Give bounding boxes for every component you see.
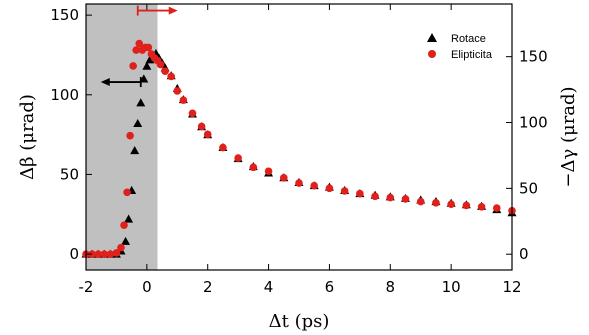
data-point-elipticita: [156, 60, 165, 69]
data-point-elipticita: [179, 96, 188, 104]
data-point-rotace: [136, 98, 146, 107]
data-point-elipticita: [88, 250, 96, 258]
legend-label-rotace: Rotace: [451, 33, 486, 45]
x-tick-label: 0: [142, 278, 152, 296]
arrow-left-head: [100, 78, 110, 87]
data-point-elipticita: [188, 109, 197, 118]
y-tick-label-right: 0: [519, 245, 529, 263]
y-tick-label-right: 150: [519, 48, 548, 66]
legend-label-elipticita: Elipticita: [451, 49, 493, 61]
data-point-elipticita: [432, 199, 440, 207]
data-point-elipticita: [203, 130, 212, 139]
y-tick-label-right: 100: [519, 114, 548, 132]
x-tick-label: 10: [442, 278, 461, 296]
data-point-rotace: [133, 118, 143, 128]
data-point-elipticita: [264, 167, 273, 176]
legend: Rotace Elipticita: [427, 33, 493, 61]
x-tick-label: 12: [502, 278, 521, 296]
data-point-elipticita: [401, 195, 410, 203]
y-tick-label-right: 50: [519, 179, 538, 197]
data-point-elipticita: [477, 202, 486, 211]
data-point-elipticita: [234, 154, 242, 162]
data-point-elipticita: [173, 87, 182, 95]
data-point-elipticita: [295, 179, 303, 187]
data-point-elipticita: [310, 181, 319, 190]
data-point-elipticita: [135, 39, 144, 48]
data-point-elipticita: [340, 187, 349, 195]
legend-marker-rotace: [427, 33, 437, 42]
data-point-elipticita: [386, 193, 395, 202]
data-point-rotace: [130, 146, 140, 155]
data-point-elipticita: [492, 204, 501, 212]
data-point-elipticita: [356, 189, 364, 198]
data-point-elipticita: [132, 46, 141, 54]
data-point-elipticita: [371, 192, 379, 201]
data-point-elipticita: [94, 250, 102, 258]
data-point-elipticita: [447, 200, 455, 208]
annotation-arrows: [100, 5, 178, 88]
data-point-rotace: [142, 61, 152, 70]
data-point-elipticita: [325, 184, 334, 193]
y-tick-label-left: 50: [60, 165, 79, 183]
legend-marker-elipticita: [428, 50, 436, 58]
x-tick-label: 6: [325, 278, 335, 296]
data-point-elipticita: [219, 143, 227, 152]
data-point-elipticita: [197, 122, 206, 131]
data-point-rotace: [124, 214, 134, 223]
y-tick-label-left: 0: [69, 245, 79, 263]
data-point-elipticita: [129, 62, 137, 70]
x-axis-label: Δt (ps): [269, 311, 330, 332]
data-point-elipticita: [126, 131, 134, 140]
data-point-elipticita: [117, 243, 125, 252]
data-point-elipticita: [123, 188, 131, 197]
data-point-elipticita: [100, 250, 109, 258]
data-point-elipticita: [161, 67, 169, 75]
y-tick-label-left: 100: [50, 86, 79, 104]
data-point-rotace: [121, 236, 131, 245]
y-tick-label-left: 150: [50, 6, 79, 24]
y-axis-label-left: Δβ (μrad): [17, 94, 38, 180]
data-point-elipticita: [112, 249, 121, 257]
data-point-elipticita: [120, 221, 128, 230]
data-point-elipticita: [279, 174, 288, 182]
data-point-elipticita: [144, 43, 153, 52]
data-point-elipticita: [167, 72, 175, 81]
arrow-right-head: [168, 6, 178, 15]
x-tick-label: 2: [203, 278, 213, 296]
chart-marks: [81, 39, 517, 258]
data-point-elipticita: [416, 197, 425, 206]
shaded-region: [86, 4, 158, 270]
data-point-elipticita: [462, 201, 471, 210]
data-point-elipticita: [106, 250, 115, 258]
plot-frame: [85, 3, 513, 271]
data-point-elipticita: [249, 163, 258, 172]
x-tick-label: -2: [79, 278, 94, 296]
y-axis-label-right: −Δγ (μrad): [558, 86, 579, 187]
x-tick-label: 8: [386, 278, 396, 296]
x-tick-label: 4: [264, 278, 274, 296]
